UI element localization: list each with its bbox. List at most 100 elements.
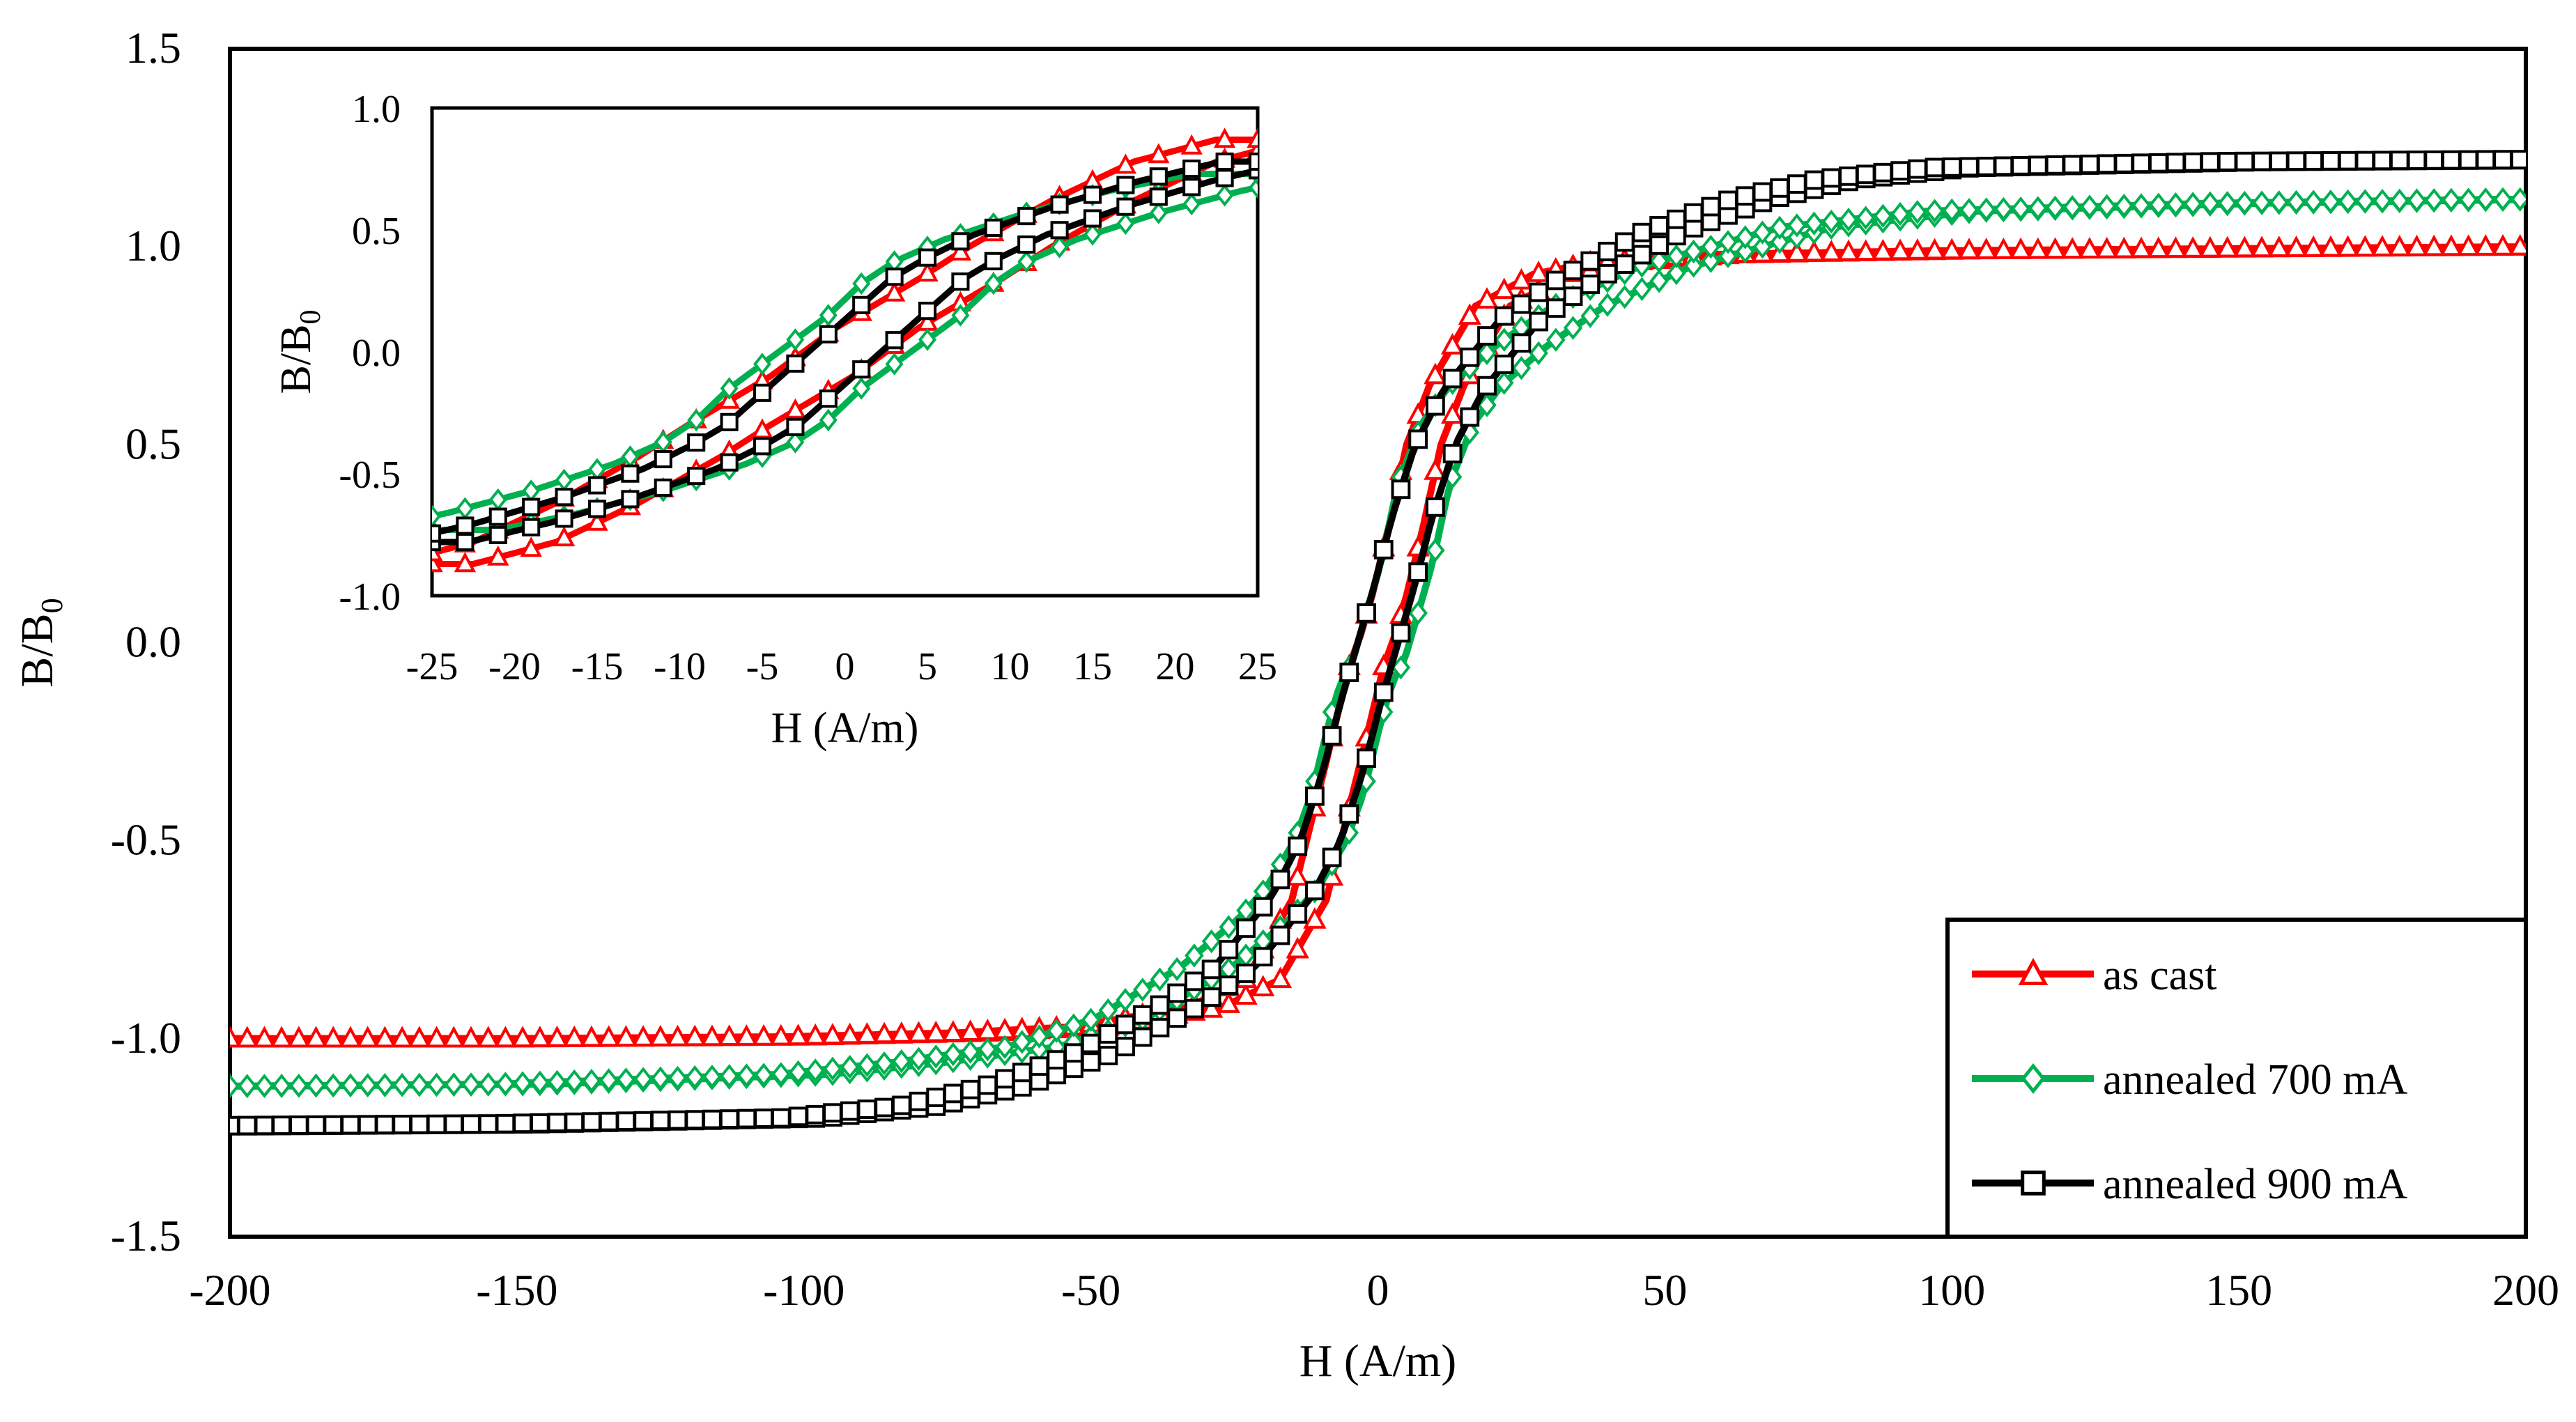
main-data-point — [1649, 269, 1669, 293]
main-data-point — [2235, 151, 2255, 171]
inset-data-point — [1148, 143, 1170, 164]
inset-y-tick-label: -1.0 — [339, 575, 401, 619]
main-data-point — [892, 1049, 911, 1074]
main-data-point — [1253, 897, 1273, 917]
main-data-point — [909, 1046, 929, 1072]
main-data-point — [1201, 959, 1221, 980]
main-data-point — [2390, 188, 2409, 213]
inset-data-point — [819, 408, 838, 432]
inset-data-point — [522, 518, 541, 536]
inset-data-point — [885, 331, 904, 350]
main-data-point — [823, 1056, 842, 1081]
main-data-point — [321, 1026, 345, 1048]
main-data-point — [803, 1023, 827, 1045]
inset-data-point — [1116, 176, 1135, 194]
main-data-point — [718, 1024, 741, 1046]
inset-x-axis-title: H (A/m) — [771, 704, 919, 752]
inset-data-point — [753, 353, 771, 376]
inset-data-point — [1083, 209, 1102, 228]
main-data-point — [323, 1115, 344, 1135]
main-data-point — [1804, 211, 1824, 235]
main-data-point — [702, 1065, 722, 1089]
main-data-point — [1922, 238, 1947, 260]
main-data-point — [1201, 987, 1221, 1007]
inset-data-point — [621, 490, 640, 509]
main-data-point — [530, 1070, 550, 1095]
main-data-point — [597, 1025, 621, 1047]
main-data-point — [1201, 929, 1221, 954]
inset-data-point — [522, 497, 541, 516]
main-data-point — [943, 1042, 963, 1067]
main-data-point — [1667, 244, 1686, 269]
main-data-point — [2353, 235, 2377, 257]
main-data-point — [375, 1115, 395, 1135]
inset-data-point — [487, 545, 509, 566]
inset-data-point — [852, 360, 871, 379]
main-data-point — [2286, 151, 2306, 171]
main-data-point — [941, 1020, 965, 1042]
main-x-tick-label: 150 — [2205, 1265, 2272, 1315]
main-data-point — [306, 1073, 326, 1098]
main-data-point — [2304, 151, 2324, 171]
main-data-point — [2112, 236, 2136, 258]
main-x-tick-label: -100 — [763, 1265, 844, 1315]
main-data-point — [736, 1063, 757, 1088]
main-data-point — [633, 1111, 654, 1131]
main-data-point — [1718, 190, 1738, 210]
inset-x-tick-label: -20 — [488, 645, 541, 688]
main-data-point — [1322, 726, 1342, 745]
main-data-point — [891, 1095, 911, 1115]
inset-data-point — [984, 218, 1003, 237]
main-data-point — [1821, 168, 1842, 188]
main-data-point — [1666, 209, 1686, 229]
main-data-point — [2388, 235, 2412, 256]
main-data-point — [1819, 240, 1843, 261]
main-data-point — [2129, 236, 2153, 258]
main-data-point — [1288, 836, 1308, 856]
main-data-point — [616, 1067, 636, 1092]
inset-y-tick-label: 1.0 — [352, 88, 401, 131]
main-data-point — [1199, 996, 1224, 1018]
main-x-tick-label: -150 — [476, 1265, 557, 1315]
main-data-point — [995, 1069, 1015, 1089]
main-data-point — [1098, 1024, 1118, 1044]
main-data-point — [683, 1024, 707, 1046]
main-data-point — [1012, 1062, 1032, 1083]
main-data-point — [1529, 311, 1549, 332]
main-data-point — [1752, 234, 1773, 259]
main-data-point — [2078, 237, 2101, 258]
main-data-point — [287, 1026, 311, 1048]
main-data-point — [1494, 327, 1514, 352]
inset-data-point — [1050, 221, 1069, 240]
main-x-tick-label: 200 — [2492, 1265, 2559, 1315]
main-data-point — [909, 1091, 929, 1111]
main-plot: -200 -150 -100 -50 0 50 100 150 200-1.5-1.0-0.50… — [12, 23, 2559, 1386]
main-data-point — [444, 1072, 464, 1097]
main-data-point — [1890, 161, 1911, 181]
main-data-point — [1116, 1037, 1135, 1057]
main-data-point — [1150, 1018, 1170, 1037]
main-data-point — [1064, 1013, 1083, 1037]
inset-x-tick-label: 5 — [918, 645, 937, 688]
main-data-point — [410, 1072, 429, 1097]
main-data-point — [2321, 190, 2340, 214]
inset-x-tick-label: 20 — [1156, 645, 1195, 688]
main-data-point — [357, 1073, 378, 1097]
main-data-point — [1509, 268, 1534, 290]
main-data-point — [840, 1055, 860, 1079]
main-data-point — [1839, 208, 1858, 232]
main-data-point — [341, 1115, 360, 1135]
main-data-point — [1511, 333, 1532, 353]
main-data-point — [2011, 155, 2030, 176]
main-data-point — [978, 1037, 998, 1062]
main-data-point — [1286, 936, 1309, 959]
main-data-point — [1304, 881, 1325, 901]
main-data-point — [1303, 907, 1327, 929]
main-data-point — [1029, 1024, 1049, 1049]
main-data-point — [2062, 195, 2082, 219]
main-data-point — [2045, 195, 2065, 220]
main-data-point — [426, 1114, 447, 1134]
legend-marker — [2021, 1062, 2046, 1095]
main-data-point — [392, 1115, 412, 1134]
main-data-point — [2355, 189, 2375, 213]
